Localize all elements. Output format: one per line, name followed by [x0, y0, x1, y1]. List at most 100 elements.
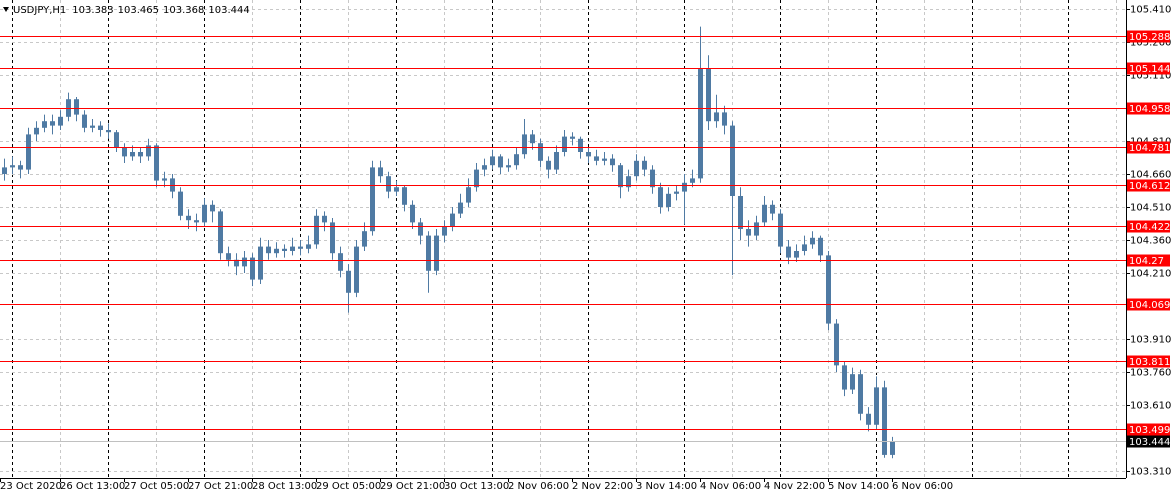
y-tick-label: 104.510: [1130, 203, 1171, 214]
candle-body: [530, 134, 535, 144]
candle-body: [474, 169, 479, 188]
candle-body: [818, 237, 823, 256]
candle-body: [450, 213, 455, 227]
candle-body: [82, 114, 87, 128]
x-tick-label: 26 Oct 13:00: [60, 481, 125, 492]
candle-body: [626, 176, 631, 188]
x-tick-label: 5 Nov 14:00: [828, 481, 889, 492]
candle-body: [850, 374, 855, 390]
candle-body: [514, 154, 519, 166]
bid-label: 103.444: [1129, 437, 1170, 448]
candle-body: [338, 253, 343, 271]
candle-body: [2, 167, 7, 174]
candle-body: [282, 248, 287, 251]
y-tick-label: 105.410: [1130, 5, 1171, 16]
candle-body: [386, 176, 391, 192]
candle-body: [58, 116, 63, 126]
candle-body: [834, 323, 839, 366]
price-level-label: 105.144: [1129, 64, 1170, 75]
candle-body: [346, 270, 351, 293]
candle-body: [642, 160, 647, 170]
candle-body: [42, 121, 47, 128]
candle-body: [410, 204, 415, 223]
x-tick-label: 28 Oct 13:00: [252, 481, 317, 492]
candle-body: [202, 204, 207, 223]
price-level-tag: [1127, 423, 1170, 436]
candle-body: [426, 235, 431, 271]
candle-body: [610, 158, 615, 166]
candle-body: [842, 365, 847, 390]
candle-body: [738, 195, 743, 229]
candle-body: [522, 134, 527, 155]
y-tick-label: 103.310: [1130, 467, 1171, 478]
candle-body: [498, 156, 503, 168]
chart-header: USDJPY,H1 103.383 103.465 103.368 103.444: [13, 5, 250, 16]
price-level-label: 104.27: [1129, 256, 1164, 267]
candle-body: [74, 99, 79, 115]
candle-body: [754, 222, 759, 236]
candle-body: [570, 136, 575, 139]
candle-body: [594, 156, 599, 161]
candle-body: [722, 112, 727, 126]
candle-body: [154, 145, 159, 181]
y-tick-label: 105.260: [1130, 38, 1171, 49]
candle-body: [810, 237, 815, 245]
candle-body: [26, 134, 31, 170]
x-tick-label: 27 Oct 21:00: [188, 481, 253, 492]
candle-body: [394, 187, 399, 192]
menu-triangle[interactable]: [3, 7, 9, 12]
y-tick-label: 103.610: [1130, 401, 1171, 412]
bid-tag: [1127, 435, 1170, 448]
candle-body: [466, 187, 471, 203]
price-level-tag: [1127, 298, 1170, 311]
candle-body: [890, 441, 895, 455]
y-tick-label: 103.760: [1130, 368, 1171, 379]
price-level-label: 104.781: [1129, 143, 1170, 154]
x-tick-label: 27 Oct 05:00: [124, 481, 189, 492]
candle-body: [18, 165, 23, 170]
candle-body: [714, 112, 719, 122]
candle-body: [442, 226, 447, 236]
x-tick-label: 4 Nov 06:00: [700, 481, 761, 492]
candle-body: [882, 387, 887, 455]
candle-body: [674, 191, 679, 194]
y-tick-label: 104.660: [1130, 170, 1171, 181]
candle-body: [490, 156, 495, 166]
candle-body: [682, 182, 687, 192]
candle-body: [826, 255, 831, 324]
candle-body: [562, 136, 567, 153]
open: 103.383: [72, 5, 113, 16]
candle-body: [866, 413, 871, 425]
y-tick-label: 105.110: [1130, 71, 1171, 82]
candle-body: [698, 68, 703, 179]
candle-body: [546, 160, 551, 170]
candle-body: [130, 152, 135, 157]
candle-body: [602, 158, 607, 161]
candle-body: [434, 235, 439, 271]
price-level-label: 104.958: [1129, 104, 1170, 115]
candle-body: [314, 215, 319, 245]
candle-body: [162, 178, 167, 181]
axes: 105.410105.260105.110104.810104.660104.5…: [0, 5, 1171, 492]
x-tick-label: 29 Oct 21:00: [380, 481, 445, 492]
candle-body: [618, 165, 623, 188]
candle-body: [10, 165, 15, 168]
candle-body: [458, 202, 463, 214]
candle-body: [370, 167, 375, 232]
candle-body: [242, 257, 247, 267]
candle-body: [578, 138, 583, 153]
x-tick-label: 23 Oct 2020: [0, 481, 62, 492]
candle-body: [378, 167, 383, 177]
candle-body: [50, 121, 55, 126]
candle-body: [690, 178, 695, 183]
candle-body: [730, 125, 735, 196]
x-tick-label: 3 Nov 14:00: [636, 481, 697, 492]
candle-body: [114, 132, 119, 148]
x-tick-label: 2 Nov 06:00: [508, 481, 569, 492]
symbol: USDJPY,H1: [13, 5, 66, 16]
price-level-label: 104.612: [1129, 181, 1170, 192]
candle-body: [554, 152, 559, 170]
plot: [0, 26, 1126, 459]
candle-body: [98, 125, 103, 131]
